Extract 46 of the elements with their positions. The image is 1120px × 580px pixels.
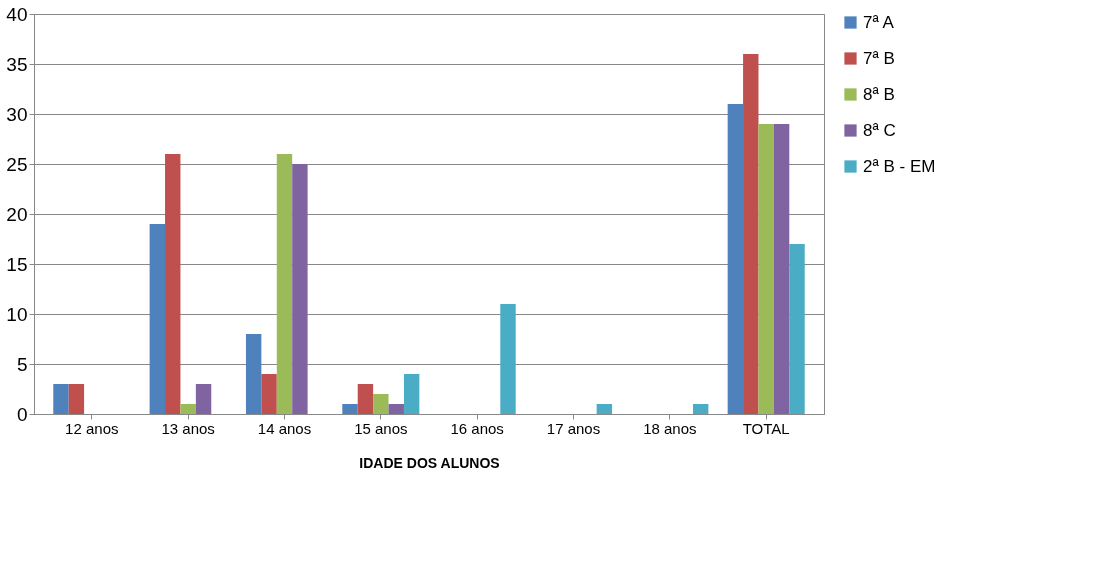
- y-tick-label: 30: [6, 103, 28, 125]
- bar: [180, 404, 196, 414]
- legend-label: 8ª C: [863, 120, 896, 140]
- x-axis-title: IDADE DOS ALUNOS: [359, 454, 500, 471]
- bar: [245, 334, 262, 414]
- legend-label: 7ª B: [863, 48, 895, 68]
- bar: [727, 104, 744, 414]
- bar: [596, 404, 613, 414]
- bar: [357, 384, 374, 414]
- bar: [68, 384, 85, 414]
- bar: [403, 374, 420, 414]
- bar: [692, 404, 709, 414]
- x-tick-label: 15 anos: [354, 419, 408, 437]
- bar: [388, 404, 404, 414]
- y-tick-label: 35: [6, 53, 28, 75]
- bar: [195, 384, 212, 414]
- bar: [773, 124, 790, 414]
- y-tick-label: 20: [6, 203, 28, 225]
- x-tick-label: 18 anos: [643, 419, 697, 437]
- bar: [743, 54, 759, 414]
- y-tick-label: 40: [6, 3, 28, 25]
- y-tick-label: 25: [6, 153, 28, 175]
- bar: [789, 244, 805, 414]
- x-tick-label: 14 anos: [257, 419, 312, 437]
- bar: [500, 304, 516, 414]
- legend-label: 7ª A: [863, 12, 895, 32]
- y-tick-label: 10: [6, 303, 28, 325]
- bar: [373, 394, 389, 414]
- bar: [342, 404, 358, 414]
- x-tick-label: TOTAL: [742, 419, 790, 437]
- bar: [276, 154, 293, 414]
- y-tick-label: 5: [16, 353, 28, 375]
- x-tick-label: 17 anos: [546, 419, 601, 437]
- bar: [149, 224, 166, 414]
- bar: [165, 154, 181, 414]
- x-tick-label: 12 anos: [65, 419, 119, 437]
- legend-label: 2ª B - EM: [863, 156, 936, 176]
- y-tick-label: 15: [6, 253, 28, 275]
- bar: [261, 374, 277, 414]
- x-tick-label: 16 anos: [450, 419, 504, 437]
- x-tick-label: 13 anos: [161, 419, 215, 437]
- bar: [292, 164, 308, 414]
- bar: [758, 124, 774, 414]
- bar: [53, 384, 69, 414]
- y-tick-label: 0: [16, 403, 28, 425]
- legend-label: 8ª B: [863, 84, 895, 104]
